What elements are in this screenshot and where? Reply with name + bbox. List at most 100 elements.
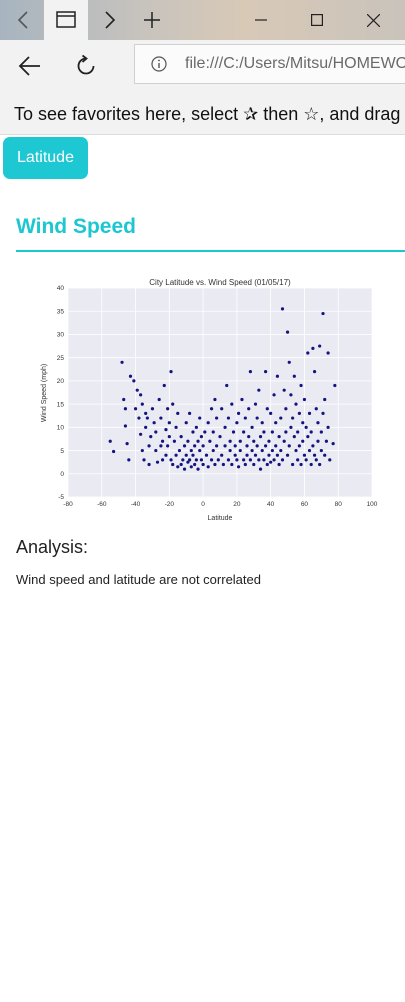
data-point [265,407,269,411]
data-point [258,435,263,439]
data-point [176,465,180,469]
data-point [177,448,182,453]
y-tick-label: 5 [60,448,64,455]
data-point [206,465,210,469]
y-tick-label: 20 [57,378,65,385]
data-point [264,370,268,374]
data-point [123,407,128,411]
data-point [157,397,161,402]
data-point [289,393,293,397]
data-point [287,444,291,448]
data-point [324,439,328,443]
data-point [182,444,187,448]
y-tick-label: 0 [60,471,64,478]
section-title: Wind Speed [16,215,136,238]
data-point [196,439,200,443]
data-point [145,416,149,420]
data-point [164,453,168,457]
data-point [272,458,276,462]
data-point [236,411,241,415]
y-tick-label: 40 [57,285,65,292]
latitude-button[interactable]: Latitude [3,137,88,179]
data-point [184,453,188,457]
data-point [231,430,236,434]
data-point [280,307,285,311]
data-point [230,402,234,406]
data-point [323,453,327,457]
data-point [314,458,318,462]
x-tick-label: -80 [63,501,73,508]
data-point [262,430,266,434]
nav-back-icon[interactable] [18,55,42,82]
data-point [318,462,322,467]
data-point [154,448,158,453]
data-point [279,448,283,453]
data-point [312,370,317,374]
data-point [166,407,170,411]
data-point [269,411,273,415]
data-point [174,453,178,457]
data-point [267,439,271,443]
minimize-icon[interactable] [243,0,279,40]
data-point [274,421,278,425]
data-point [220,407,224,411]
data-point [162,383,166,388]
data-point [238,448,242,453]
wind-speed-scatter-chart: -80 -60 -40 -20 0 20 40 60 80 100 -5 0 5 10 15 20 25 30 35… [41,278,378,522]
x-tick-label: 60 [301,501,309,508]
data-point [316,421,320,425]
data-point [307,411,312,415]
y-axis-label: Wind Speed (mph) [41,364,48,422]
new-tab-icon[interactable] [134,0,170,40]
data-point [179,462,183,467]
data-point [275,453,280,457]
data-point [125,441,129,446]
data-point [321,311,325,316]
data-point [204,453,209,457]
data-point [108,439,112,443]
back-icon[interactable] [4,0,42,40]
data-point [275,374,280,378]
tab-view-icon [56,11,76,33]
data-point [186,439,190,443]
data-point [240,397,244,402]
tab-view-button[interactable] [44,0,88,40]
data-point [220,453,224,457]
x-tick-label: -20 [165,501,175,508]
data-point [201,462,205,467]
data-point [152,421,156,425]
data-point [123,424,128,428]
refresh-icon[interactable] [74,54,98,83]
data-point [304,425,308,429]
address-bar[interactable]: file:///C:/Users/Mitsu/HOMEWORK [134,44,405,84]
data-point [291,416,295,420]
data-point [250,425,254,429]
data-point [188,411,192,415]
data-point [213,462,217,467]
data-point [302,397,307,402]
data-point [243,462,247,467]
data-point [312,453,317,457]
data-point [122,397,126,402]
close-icon[interactable] [355,0,391,40]
data-point [181,458,185,462]
analysis-text: Wind speed and latitude are not correlat… [16,572,261,587]
data-point [301,421,305,425]
data-point [149,435,153,439]
forward-icon[interactable] [92,0,128,40]
data-point [112,449,116,454]
data-point [277,435,281,439]
x-tick-label: 40 [267,501,275,508]
data-point [304,458,308,462]
data-point [279,416,283,420]
x-tick-label: -40 [131,501,141,508]
data-point [139,432,143,436]
data-point [235,458,239,462]
maximize-icon[interactable] [299,0,335,40]
data-point [326,425,330,429]
y-tick-label: 25 [57,355,65,362]
data-point [216,458,220,462]
data-point [301,439,305,443]
data-point [147,444,151,448]
data-point [333,383,337,388]
